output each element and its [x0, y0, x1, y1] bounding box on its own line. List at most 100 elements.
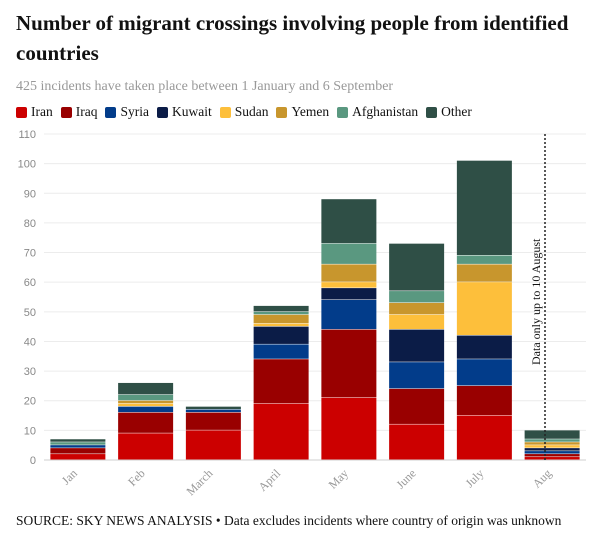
- bar-segment-kuwait: [253, 326, 309, 344]
- y-tick-label: 60: [24, 277, 36, 289]
- bar-segment-syria: [321, 299, 377, 330]
- bar-segment-other: [253, 305, 309, 312]
- x-tick-label: June: [393, 466, 418, 491]
- bar-segment-yemen: [456, 264, 512, 282]
- bar-segment-other: [321, 199, 377, 244]
- legend-swatch: [105, 106, 117, 118]
- x-tick-label: July: [462, 466, 486, 490]
- legend-swatch: [156, 106, 168, 118]
- bar-segment-afghanistan: [321, 243, 377, 264]
- bar-segment-other: [456, 160, 512, 256]
- legend-item-syria: Syria: [105, 104, 149, 120]
- legend-item-yemen: Yemen: [276, 104, 329, 120]
- bar-segment-sudan: [253, 323, 309, 327]
- bar-segment-kuwait: [321, 288, 377, 300]
- y-tick-label: 70: [24, 248, 36, 260]
- legend-swatch: [276, 106, 288, 118]
- bar-segment-syria: [253, 344, 309, 359]
- bar-segment-iran: [118, 433, 174, 460]
- bar-segment-yemen: [321, 264, 377, 282]
- bar-segment-sudan: [321, 282, 377, 288]
- y-tick-label: 50: [24, 307, 36, 319]
- cutoff-annotation: Data only up to 10 August: [529, 238, 543, 365]
- bar-segment-afghanistan: [456, 255, 512, 264]
- legend-label: Sudan: [234, 104, 269, 119]
- bar-segment-yemen: [253, 314, 309, 324]
- bar-segment-other: [185, 406, 241, 410]
- legend-label: Iraq: [75, 104, 98, 119]
- bar-segment-iran: [389, 424, 445, 460]
- legend-label: Other: [441, 104, 472, 119]
- legend-item-other: Other: [426, 104, 472, 120]
- bar-segment-iraq: [50, 448, 106, 454]
- bar-segment-kuwait: [456, 335, 512, 359]
- bar-segment-kuwait: [524, 448, 580, 451]
- legend-item-iraq: Iraq: [60, 104, 98, 120]
- y-tick-label: 10: [24, 425, 36, 437]
- bar-segment-iraq: [389, 388, 445, 424]
- legend-label: Kuwait: [171, 104, 212, 119]
- bar-segment-yemen: [524, 442, 580, 445]
- x-tick-label: May: [326, 466, 351, 491]
- legend-item-iran: Iran: [16, 104, 53, 120]
- y-tick-label: 80: [24, 218, 36, 230]
- bar-segment-iran: [253, 403, 309, 460]
- bar-segment-afghanistan: [253, 311, 309, 315]
- legend-label: Yemen: [291, 104, 330, 119]
- bar-segment-afghanistan: [524, 439, 580, 442]
- legend-swatch: [219, 106, 231, 118]
- bar-segment-afghanistan: [118, 394, 174, 401]
- x-tick-label: March: [183, 466, 215, 498]
- x-tick-label: Aug: [530, 466, 555, 491]
- bar-segment-syria: [185, 409, 241, 413]
- bar-segment-sudan: [118, 403, 174, 407]
- bar-segment-iraq: [185, 412, 241, 430]
- source-note: SOURCE: SKY NEWS ANALYSIS • Data exclude…: [16, 513, 562, 528]
- y-tick-label: 90: [24, 188, 36, 200]
- legend-label: Syria: [120, 104, 149, 119]
- bar-segment-afghanistan: [389, 291, 445, 303]
- legend-swatch: [337, 106, 349, 118]
- bar-segment-other: [50, 439, 106, 442]
- legend-item-afghanistan: Afghanistan: [337, 104, 418, 120]
- bar-segment-sudan: [456, 282, 512, 336]
- bar-segment-yemen: [118, 400, 174, 404]
- legend-swatch: [426, 106, 438, 118]
- bar-segment-syria: [389, 362, 445, 389]
- bar-segment-syria: [456, 359, 512, 386]
- bar-segment-iran: [321, 397, 377, 460]
- bar-segment-iraq: [118, 412, 174, 433]
- bar-segment-iraq: [456, 385, 512, 416]
- bar-segment-iraq: [321, 329, 377, 398]
- y-tick-label: 40: [24, 336, 36, 348]
- legend-item-kuwait: Kuwait: [156, 104, 212, 120]
- chart-title: Number of migrant crossings involving pe…: [16, 11, 569, 65]
- legend-label: Iran: [31, 104, 53, 119]
- bar-segment-other: [389, 243, 445, 291]
- bar-segment-iran: [185, 430, 241, 460]
- chart-subtitle: 425 incidents have taken place between 1…: [16, 79, 394, 94]
- legend-label: Afghanistan: [352, 104, 419, 119]
- legend-swatch: [60, 106, 72, 118]
- y-tick-label: 20: [24, 396, 36, 408]
- bar-segment-syria: [524, 451, 580, 454]
- legend-swatch: [16, 106, 27, 118]
- bar-segment-iran: [456, 415, 512, 460]
- bar-segment-iran: [524, 457, 580, 460]
- y-tick-label: 110: [18, 129, 36, 141]
- bar-segment-sudan: [389, 314, 445, 330]
- x-tick-label: Feb: [125, 466, 148, 489]
- bar-segment-kuwait: [389, 329, 445, 362]
- bar-segment-syria: [118, 406, 174, 413]
- bar-segment-syria: [50, 445, 106, 448]
- bar-segment-other: [524, 430, 580, 439]
- bar-segment-afghanistan: [50, 442, 106, 445]
- bar-segment-iraq: [253, 359, 309, 404]
- legend-item-sudan: Sudan: [219, 104, 269, 120]
- bar-segment-other: [118, 382, 174, 395]
- bar-segment-sudan: [524, 445, 580, 448]
- bar-segment-yemen: [389, 302, 445, 315]
- bar-segment-iraq: [524, 454, 580, 457]
- bar-segment-iran: [50, 454, 106, 460]
